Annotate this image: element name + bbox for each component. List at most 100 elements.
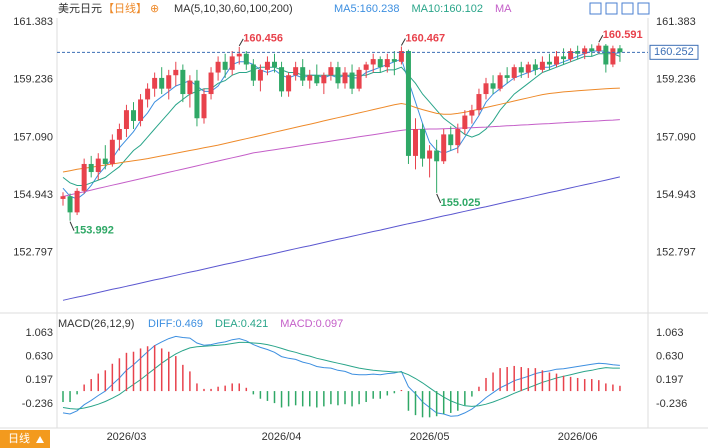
candle-body (123, 110, 129, 130)
macd-bar (598, 380, 600, 392)
macd-bar (231, 383, 233, 392)
candle-body (413, 129, 418, 156)
candle-body (145, 88, 151, 100)
candle-body (469, 110, 475, 116)
candle-body (236, 53, 242, 57)
candle-body (138, 99, 144, 121)
candle-body (455, 129, 461, 146)
candle-body (250, 64, 256, 81)
macd-bar (97, 373, 99, 392)
x-tick-label: 2026/05 (410, 431, 450, 443)
candle-body (511, 67, 517, 78)
annotation-leader (598, 34, 604, 43)
candle-body (208, 72, 214, 95)
candle-body (159, 77, 165, 89)
legend-entry: DEA:0.421 (215, 318, 268, 330)
y-tick-label: 0.197 (25, 374, 53, 386)
macd-bar (146, 346, 149, 392)
tool-button[interactable] (621, 2, 634, 15)
macd-bar (619, 385, 621, 392)
candle-body (95, 158, 101, 173)
candle-body (152, 77, 158, 89)
y-tick-label: -0.236 (22, 398, 53, 410)
macd-bar (612, 384, 614, 392)
annotation-label: 160.467 (405, 32, 445, 44)
candle-body (589, 48, 595, 52)
y-tick-label-right: 157.090 (656, 131, 696, 143)
macd-bar (471, 391, 473, 397)
candle-body (187, 80, 193, 95)
y-tick-label-right: 0.630 (656, 351, 684, 363)
tool-button[interactable] (589, 2, 602, 15)
macd-bar (175, 356, 177, 392)
add-icon[interactable]: ⊕ (150, 3, 159, 15)
candle-body (286, 75, 292, 92)
macd-bar (259, 391, 262, 399)
macd-bar (527, 368, 530, 392)
candle-body (525, 64, 531, 73)
annotation-leader (436, 193, 442, 204)
macd-bar (351, 391, 353, 407)
macd-bar (104, 370, 107, 392)
macd-bar (358, 391, 360, 405)
candle-body (561, 56, 567, 60)
candle-body (427, 150, 433, 159)
annotation-leader (69, 221, 75, 231)
candle-body (539, 61, 545, 70)
candle-body (131, 110, 136, 121)
candle-body (264, 61, 270, 70)
candle-body (328, 67, 334, 76)
candle-body (194, 80, 200, 119)
x-tick-label: 2026/06 (558, 431, 598, 443)
period-tab[interactable] (0, 430, 50, 448)
macd-bar (309, 391, 311, 407)
candle-body (596, 45, 602, 52)
macd-bar (365, 391, 367, 403)
candle-body (462, 115, 468, 130)
macd-bar (337, 391, 339, 406)
macd-bar (520, 367, 522, 392)
macd-bar (62, 391, 64, 403)
candle-body (257, 69, 263, 81)
candle-body (102, 158, 108, 164)
macd-bar (132, 351, 135, 392)
macd-bar (562, 375, 565, 392)
candle-body (497, 75, 503, 89)
macd-bar (168, 351, 170, 392)
macd-bar (118, 358, 121, 392)
macd-bar (111, 363, 114, 392)
macd-bar (407, 391, 410, 411)
candle-body (518, 67, 524, 73)
macd-bar (393, 391, 396, 394)
y-tick-label: 152.797 (13, 247, 53, 259)
candle-body (441, 134, 447, 162)
candle-body (201, 94, 207, 119)
candle-body (293, 67, 299, 76)
period: 【日线】 (103, 1, 147, 15)
macd-bar (287, 391, 290, 407)
candle-body (405, 51, 411, 156)
tool-button[interactable] (637, 2, 650, 15)
candle-body (448, 134, 454, 146)
y-tick-label: 0.630 (25, 351, 53, 363)
macd-bar (323, 391, 325, 407)
annotation-label: 153.992 (74, 225, 114, 237)
macd-bar (591, 379, 593, 392)
tool-button[interactable] (605, 2, 618, 15)
candle-body (384, 59, 390, 68)
candle-body (356, 69, 362, 89)
macd-bar (273, 391, 276, 404)
macd-bar (548, 372, 551, 392)
macd-bar (153, 345, 156, 392)
candle-body (349, 72, 355, 89)
candle-body (166, 75, 172, 89)
candle-body (307, 75, 313, 81)
annotation-leader (400, 38, 406, 46)
macd-bar (238, 383, 240, 392)
y-tick-label-right: -0.236 (656, 398, 687, 410)
ma-line (62, 87, 620, 173)
candle-body (391, 59, 397, 62)
macd-bar (492, 372, 494, 392)
candle-body (546, 61, 552, 65)
